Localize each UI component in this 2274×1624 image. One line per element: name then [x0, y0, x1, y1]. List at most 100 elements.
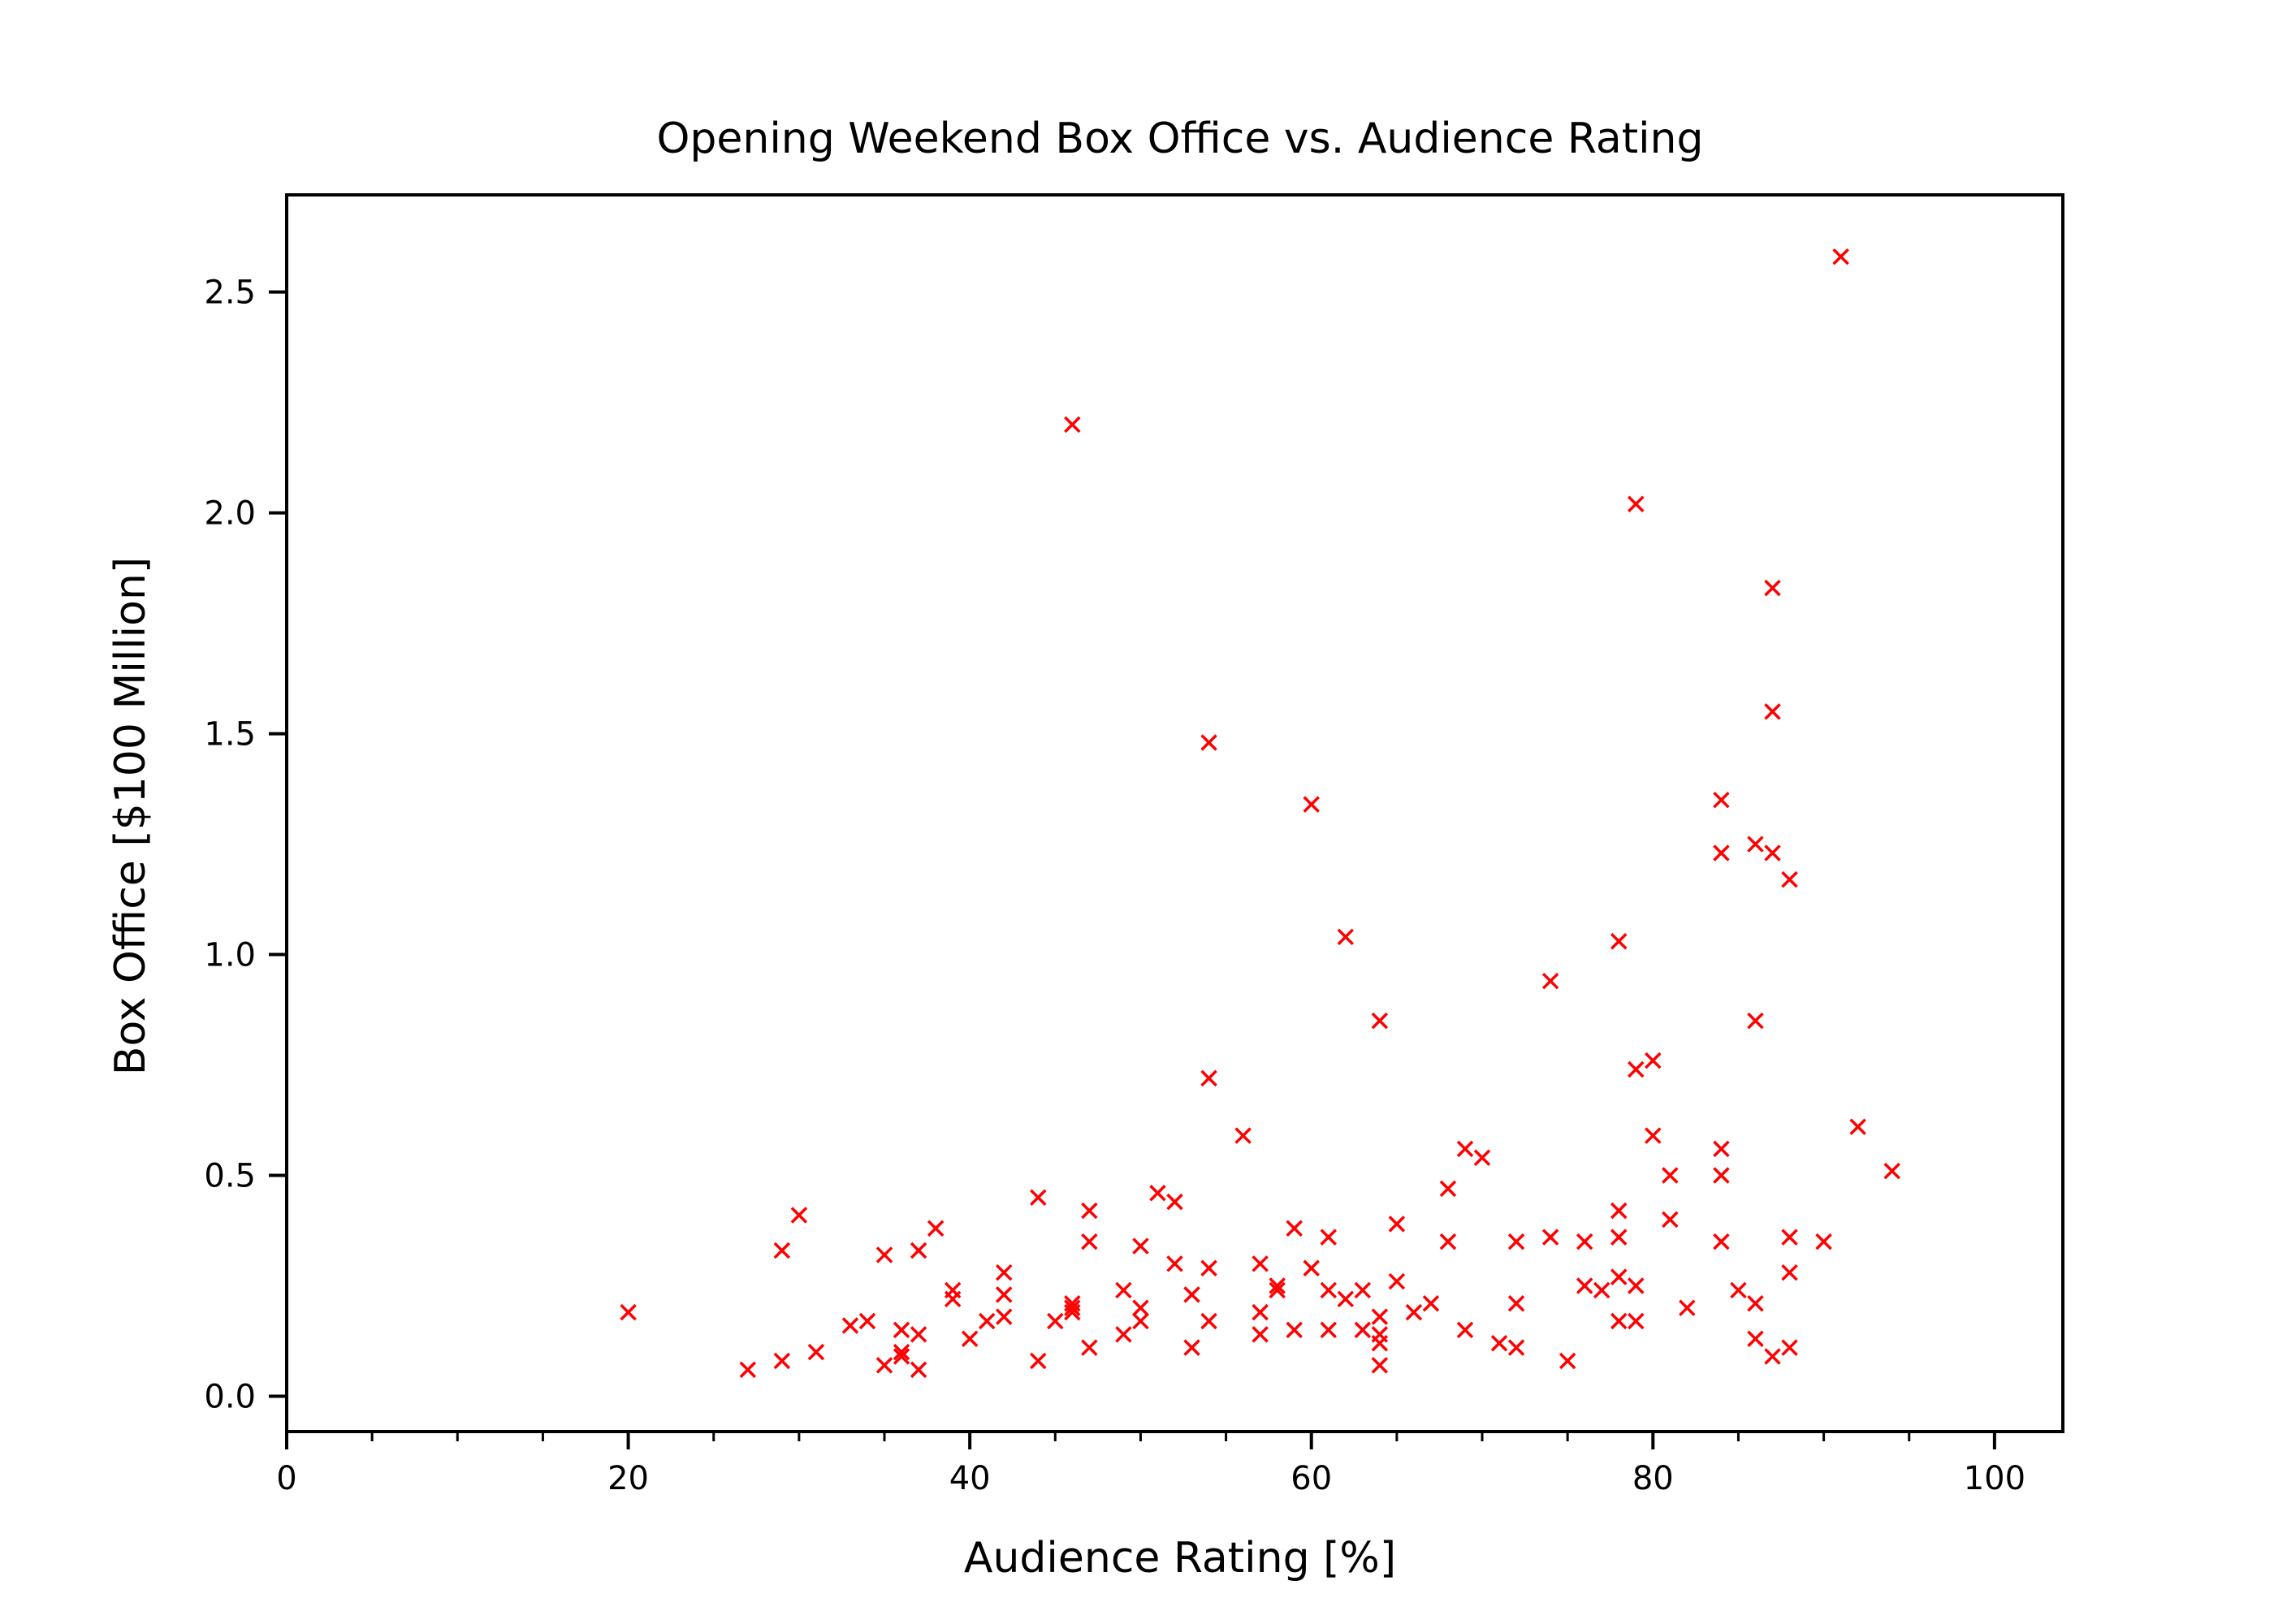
- data-point-marker: [1200, 734, 1217, 751]
- data-point-marker: [1662, 1167, 1679, 1184]
- data-point-marker: [858, 1312, 876, 1330]
- data-point-marker: [1388, 1272, 1406, 1290]
- data-point-marker: [1252, 1326, 1269, 1343]
- data-point-marker: [1507, 1339, 1525, 1356]
- data-point-marker: [1662, 1211, 1679, 1229]
- data-point-marker: [893, 1348, 910, 1365]
- data-point-marker: [841, 1317, 859, 1334]
- data-point-marker: [1115, 1281, 1132, 1299]
- data-point-marker: [1132, 1237, 1149, 1255]
- x-tick-label: 80: [1632, 1460, 1674, 1497]
- data-point-marker: [1320, 1229, 1337, 1246]
- data-point-marker: [1149, 1185, 1166, 1202]
- data-point-marker: [978, 1312, 996, 1330]
- data-point-marker: [1200, 1069, 1217, 1087]
- data-point-marker: [1610, 1202, 1628, 1220]
- data-point-marker: [1473, 1149, 1491, 1166]
- data-point-marker: [1541, 1229, 1559, 1246]
- data-point-marker: [1064, 1299, 1081, 1316]
- data-point-marker: [1747, 1330, 1764, 1348]
- data-point-marker: [1610, 1312, 1628, 1330]
- data-point-marker: [1064, 416, 1081, 434]
- data-point-marker: [1252, 1303, 1269, 1321]
- data-point-marker: [1576, 1233, 1593, 1250]
- data-point-marker: [893, 1343, 910, 1361]
- x-tick-label: 100: [1964, 1460, 2025, 1497]
- data-point-marker: [910, 1242, 927, 1259]
- data-point-marker: [1764, 844, 1781, 862]
- data-point-marker: [1645, 1052, 1662, 1069]
- data-point-marker: [1541, 972, 1559, 990]
- data-point-marker: [1439, 1180, 1457, 1198]
- data-point-marker: [1628, 495, 1645, 512]
- data-point-marker: [1081, 1202, 1098, 1220]
- data-point-marker: [1713, 791, 1730, 809]
- data-point-marker: [1354, 1281, 1372, 1299]
- data-point-marker: [1132, 1312, 1149, 1330]
- data-point-marker: [1781, 1263, 1798, 1281]
- data-point-marker: [1132, 1299, 1149, 1316]
- data-point-marker: [1183, 1339, 1200, 1356]
- y-tick-label: 0.0: [204, 1378, 256, 1415]
- data-point-marker: [1388, 1216, 1406, 1233]
- data-point-marker: [1252, 1255, 1269, 1272]
- y-tick-label: 2.0: [204, 495, 256, 533]
- data-point-marker: [1815, 1233, 1832, 1250]
- data-point-marker: [995, 1308, 1013, 1325]
- x-tick-label: 40: [949, 1460, 991, 1497]
- data-point-marker: [1047, 1312, 1064, 1330]
- data-point-marker: [739, 1361, 757, 1379]
- data-point-marker: [893, 1321, 910, 1339]
- data-point-marker: [1781, 1339, 1798, 1356]
- data-point-marker: [1337, 928, 1355, 946]
- data-point-marker: [961, 1330, 979, 1348]
- data-point-marker: [1490, 1334, 1508, 1352]
- data-point-marker: [1507, 1295, 1525, 1312]
- data-point-marker: [1747, 836, 1764, 853]
- data-point-marker: [1849, 1118, 1866, 1135]
- data-point-marker: [1320, 1321, 1337, 1339]
- data-point-marker: [1269, 1277, 1286, 1294]
- data-point-marker: [1610, 1229, 1628, 1246]
- y-axis-title: Box Office [$100 Million]: [106, 557, 155, 1075]
- data-point-marker: [1747, 1012, 1764, 1030]
- data-point-marker: [1610, 1268, 1628, 1285]
- data-point-marker: [1354, 1321, 1372, 1339]
- x-axis-title: Audience Rating [%]: [964, 1534, 1396, 1583]
- data-point-marker: [1781, 1229, 1798, 1246]
- data-point-marker: [807, 1343, 825, 1361]
- data-point-marker: [790, 1207, 808, 1224]
- data-point-marker: [1371, 1334, 1389, 1352]
- data-point-marker: [620, 1303, 637, 1321]
- data-point-marker: [1456, 1321, 1474, 1339]
- data-point-marker: [1337, 1290, 1355, 1308]
- data-point-marker: [927, 1220, 945, 1237]
- data-point-marker: [1030, 1352, 1047, 1370]
- data-point-marker: [1422, 1295, 1440, 1312]
- data-point-marker: [1610, 933, 1628, 950]
- data-point-marker: [995, 1263, 1013, 1281]
- data-point-marker: [1371, 1012, 1389, 1030]
- data-point-marker: [1713, 1233, 1730, 1250]
- plot-area: 0 20 40 60 80 100 0.0 0.5 1.0 1.5 2.0 2.5: [204, 193, 2064, 1497]
- data-point-marker: [1764, 703, 1781, 720]
- data-point-marker: [1764, 579, 1781, 597]
- y-tick-label: 0.5: [204, 1158, 256, 1195]
- data-point-marker: [1730, 1281, 1747, 1299]
- data-point-marker: [1200, 1259, 1217, 1276]
- data-point-marker: [1303, 796, 1320, 813]
- data-point-marker: [1371, 1357, 1389, 1374]
- data-point-marker: [1593, 1281, 1610, 1299]
- data-point-marker: [1081, 1233, 1098, 1250]
- data-point-marker: [1883, 1162, 1900, 1180]
- data-point-marker: [1115, 1326, 1132, 1343]
- data-point-marker: [910, 1326, 927, 1343]
- data-point-marker: [1713, 1167, 1730, 1184]
- data-point-marker: [1081, 1339, 1098, 1356]
- data-point-marker: [1679, 1299, 1696, 1316]
- data-point-marker: [1628, 1060, 1645, 1078]
- data-point-marker: [1371, 1308, 1389, 1325]
- data-point-marker: [773, 1352, 791, 1370]
- data-point-marker: [1183, 1286, 1200, 1303]
